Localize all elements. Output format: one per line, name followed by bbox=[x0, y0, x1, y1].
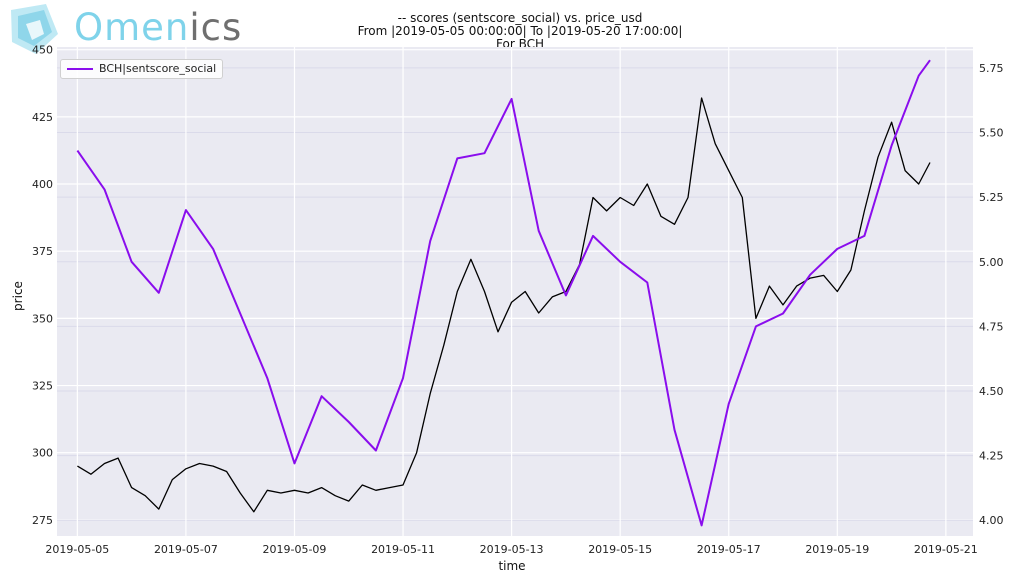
right-tick-label: 5.25 bbox=[979, 191, 1004, 204]
logo-text-main: Omen bbox=[74, 6, 190, 49]
chart-title-line-1: -- scores (sentscore_social) vs. price_u… bbox=[397, 11, 643, 25]
left-tick-label: 325 bbox=[32, 380, 53, 393]
y-axis-label: price bbox=[11, 281, 25, 311]
legend-label-sentscore: BCH|sentscore_social bbox=[99, 62, 217, 75]
x-axis-label: time bbox=[498, 559, 525, 573]
series-line-price-usd bbox=[77, 97, 931, 513]
grid-lines bbox=[57, 47, 973, 536]
left-tick-label: 375 bbox=[32, 245, 53, 258]
series-layer bbox=[76, 59, 931, 527]
omenics-logo-text: Omenics bbox=[74, 4, 242, 52]
logo-text-suffix: ics bbox=[189, 6, 243, 49]
omenics-logo-mark-icon bbox=[11, 4, 58, 54]
right-tick-label: 5.75 bbox=[979, 62, 1004, 75]
x-axis-ticks: 2019-05-05 2019-05-07 2019-05-09 2019-05-11… bbox=[45, 543, 977, 556]
left-axis-ticks: 275 300 325 350 375 400 425 450 bbox=[32, 44, 53, 527]
x-tick-label: 2019-05-19 bbox=[805, 543, 869, 556]
left-tick-label: 350 bbox=[32, 312, 53, 325]
omenics-logo: Omenics bbox=[6, 2, 246, 58]
series-line-sentscore-social bbox=[76, 59, 931, 527]
x-tick-label: 2019-05-11 bbox=[371, 543, 435, 556]
chart-title-line-2: From |2019-05-05 00:00:00| To |2019-05-2… bbox=[357, 24, 683, 38]
right-tick-label: 4.25 bbox=[979, 450, 1004, 463]
legend: BCH|sentscore_social bbox=[60, 59, 224, 79]
left-tick-label: 400 bbox=[32, 178, 53, 191]
right-tick-label: 4.00 bbox=[979, 514, 1004, 527]
left-tick-label: 425 bbox=[32, 111, 53, 124]
right-tick-label: 4.75 bbox=[979, 320, 1004, 333]
right-tick-label: 4.50 bbox=[979, 385, 1004, 398]
right-tick-label: 5.00 bbox=[979, 256, 1004, 269]
x-tick-label: 2019-05-15 bbox=[588, 543, 652, 556]
right-tick-label: 5.50 bbox=[979, 127, 1004, 140]
plot-background bbox=[57, 47, 973, 536]
left-tick-label: 275 bbox=[32, 514, 53, 527]
x-tick-label: 2019-05-13 bbox=[480, 543, 544, 556]
x-tick-label: 2019-05-17 bbox=[697, 543, 761, 556]
x-tick-label: 2019-05-21 bbox=[914, 543, 978, 556]
x-tick-label: 2019-05-09 bbox=[263, 543, 327, 556]
left-tick-label: 300 bbox=[32, 447, 53, 460]
right-axis-ticks: 4.00 4.25 4.50 4.75 5.00 5.25 5.50 5.75 bbox=[979, 62, 1004, 527]
x-tick-label: 2019-05-07 bbox=[154, 543, 218, 556]
legend-swatch-sentscore bbox=[67, 68, 93, 70]
x-tick-label: 2019-05-05 bbox=[45, 543, 109, 556]
left-tick-label: 450 bbox=[32, 44, 53, 57]
